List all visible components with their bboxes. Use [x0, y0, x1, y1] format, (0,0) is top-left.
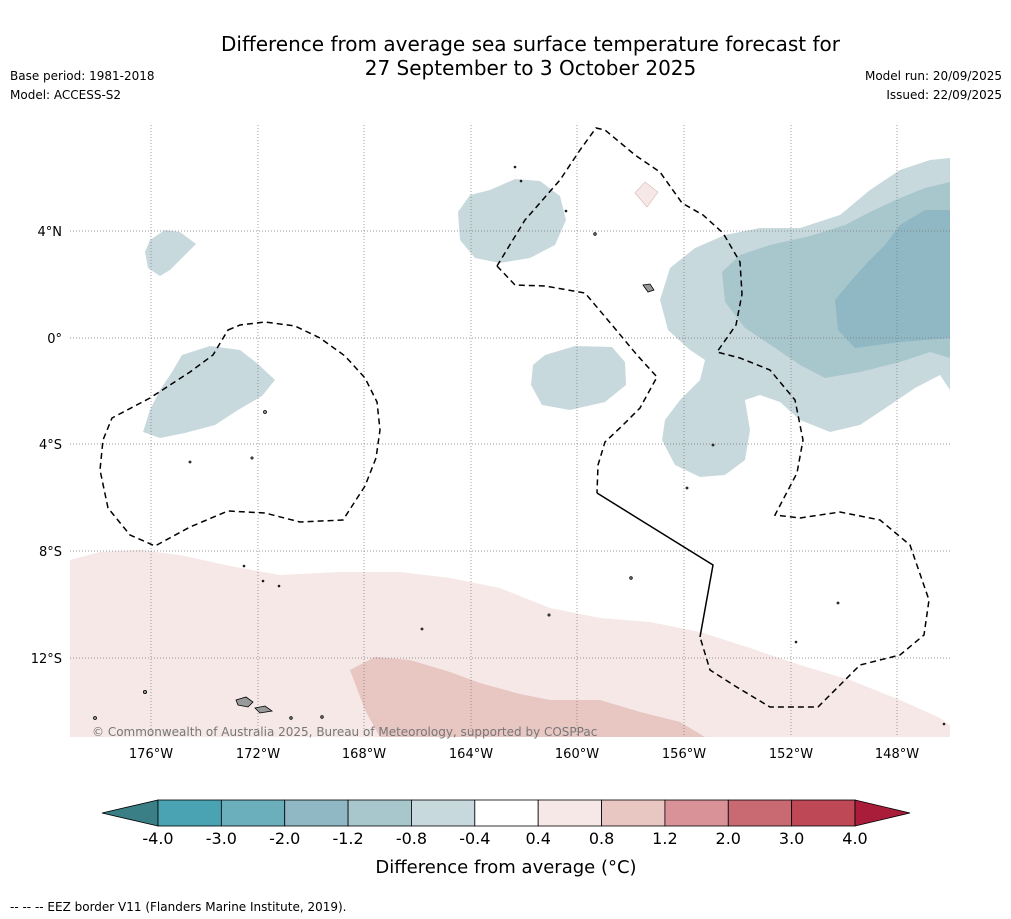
island-dot	[289, 716, 293, 720]
title-line-1: Difference from average sea surface temp…	[220, 32, 840, 56]
lat-label: 4°N	[38, 225, 63, 240]
island-dot	[593, 232, 597, 236]
colorbar-tick-label: -4.0	[142, 829, 173, 848]
island-dot	[263, 410, 267, 414]
lat-label: 12°S	[31, 652, 62, 667]
eez-footnote: -- -- -- EEZ border V11 (Flanders Marine…	[10, 900, 347, 914]
island-dot	[629, 576, 633, 580]
colorbar-bin	[537, 799, 602, 827]
anomaly-region-central-blob	[531, 346, 626, 410]
colorbar-tick-label: 1.2	[652, 829, 677, 848]
lon-label: 156°W	[662, 747, 706, 762]
lon-label: 152°W	[769, 747, 813, 762]
island-dot	[188, 460, 192, 464]
lat-label: 8°S	[39, 545, 62, 560]
eez-border-line-islands	[496, 265, 658, 494]
anomaly-region-south-medium	[350, 657, 705, 737]
anomaly-region-east-inner	[835, 210, 950, 348]
model-run: Model run: 20/09/2025	[864, 69, 1002, 83]
latitude-labels: 4°N 0° 4°S 8°S 12°S	[31, 225, 62, 667]
eez-border-line-islands-north	[496, 127, 930, 708]
anomaly-region-northwest-blob	[145, 230, 196, 276]
anomaly-region-north-blob	[458, 179, 566, 263]
positive-anomaly-fills	[70, 181, 950, 737]
negative-anomaly-fills	[143, 158, 950, 477]
islands	[93, 165, 946, 726]
lat-label: 0°	[47, 332, 62, 347]
colorbar-tick-label: 3.0	[779, 829, 804, 848]
title-line-2: 27 September to 3 October 2025	[364, 56, 697, 80]
colorbar-tick-label: 0.4	[525, 829, 550, 848]
colorbar-tick-label: 4.0	[842, 829, 867, 848]
longitude-labels: 176°W 172°W 168°W 164°W 160°W 156°W 152°…	[129, 747, 919, 762]
island-dot	[93, 716, 97, 720]
colorbar-bin	[220, 799, 286, 827]
island-dot	[261, 579, 265, 583]
colorbar-bin	[664, 799, 729, 827]
island-samoa-small	[254, 705, 274, 714]
island-dot	[564, 209, 568, 213]
island-dot	[836, 601, 840, 605]
colorbar-tick-label: -0.8	[396, 829, 427, 848]
colorbar-tick-label: -3.0	[206, 829, 237, 848]
colorbar-tick-label: -0.4	[459, 829, 490, 848]
island-samoa-large	[235, 696, 254, 708]
island-dot	[513, 165, 517, 169]
eez-border-phoenix	[99, 321, 381, 547]
colorbar: -4.0 -3.0 -2.0 -1.2 -0.8 -0.4 0.4 0.8 1.2 2.0 3.0 4…	[101, 799, 911, 848]
anomaly-region-west-blob	[143, 346, 275, 438]
island-dot	[277, 584, 281, 588]
colorbar-tick-label: 2.0	[716, 829, 741, 848]
colorbar-bin	[727, 799, 793, 827]
lon-label: 148°W	[875, 747, 919, 762]
colorbar-over-arrow	[854, 799, 911, 827]
colorbar-bin	[284, 799, 349, 827]
colorbar-bin	[791, 799, 856, 827]
island-atoll-north	[642, 283, 655, 293]
island-dot	[320, 715, 324, 719]
colorbar-bin	[474, 799, 539, 827]
island-dot	[242, 564, 246, 568]
island-dot	[794, 640, 798, 644]
colorbar-tick-label: 0.8	[589, 829, 614, 848]
model-name: Model: ACCESS-S2	[10, 88, 122, 102]
lat-label: 4°S	[39, 438, 62, 453]
colorbar-bin	[411, 799, 476, 827]
island-dot	[519, 179, 523, 183]
colorbar-tick-label: -2.0	[269, 829, 300, 848]
island-dot	[711, 443, 715, 447]
colorbar-bin	[157, 799, 222, 827]
eez-borders	[99, 127, 930, 708]
colorbar-tick-label: -1.2	[332, 829, 363, 848]
island-dot	[685, 486, 689, 490]
island-dot	[142, 690, 147, 695]
maritime-boundary-solid	[596, 492, 714, 638]
lon-label: 168°W	[342, 747, 386, 762]
lon-label: 160°W	[555, 747, 599, 762]
issued-date: Issued: 22/09/2025	[886, 88, 1002, 102]
island-dot	[250, 456, 254, 460]
copyright-notice: © Commonwealth of Australia 2025, Bureau…	[92, 725, 597, 739]
graticule	[70, 125, 950, 737]
colorbar-bin	[347, 799, 412, 827]
colorbar-label: Difference from average (°C)	[375, 857, 636, 878]
lon-label: 164°W	[449, 747, 493, 762]
lon-label: 172°W	[236, 747, 280, 762]
base-period: Base period: 1981-2018	[10, 69, 155, 83]
island-dot	[420, 627, 424, 631]
island-dot	[547, 613, 551, 617]
map-title: Difference from average sea surface temp…	[0, 32, 1011, 80]
island-dot	[942, 722, 946, 726]
colorbar-under-arrow	[101, 799, 159, 827]
lon-label: 176°W	[129, 747, 173, 762]
colorbar-bin	[601, 799, 666, 827]
anomaly-region-north-spot	[634, 181, 659, 208]
anomaly-region-south-light	[70, 550, 950, 737]
